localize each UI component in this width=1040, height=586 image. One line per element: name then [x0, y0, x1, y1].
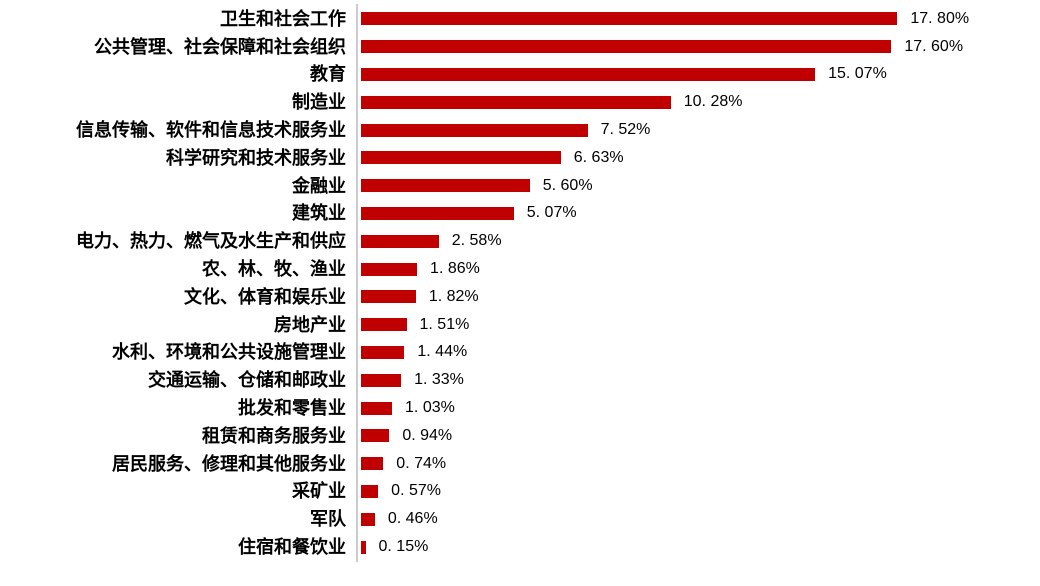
chart-row: 金融业 5. 60% — [0, 172, 1040, 200]
chart-row: 房地产业 1. 51% — [0, 311, 1040, 339]
bar — [361, 40, 892, 54]
value-label: 1. 51% — [419, 315, 470, 333]
category-label: 租赁和商务服务业 — [202, 425, 346, 446]
category-label: 交通运输、仓储和邮政业 — [148, 370, 346, 391]
value-label: 7. 52% — [600, 121, 651, 139]
value-label: 2. 58% — [451, 232, 502, 250]
y-axis-line — [356, 4, 358, 562]
chart-row: 批发和零售业 1. 03% — [0, 394, 1040, 422]
category-label: 居民服务、修理和其他服务业 — [112, 453, 346, 474]
chart-row: 信息传输、软件和信息技术服务业 7. 52% — [0, 116, 1040, 144]
value-label: 0. 94% — [402, 426, 453, 444]
category-label: 教育 — [310, 64, 346, 85]
category-label: 文化、体育和娱乐业 — [184, 286, 346, 307]
bar — [361, 179, 530, 193]
category-label: 信息传输、软件和信息技术服务业 — [76, 120, 346, 141]
chart-row: 电力、热力、燃气及水生产和供应 2. 58% — [0, 227, 1040, 255]
chart-row: 农、林、牧、渔业 1. 86% — [0, 255, 1040, 283]
bar — [361, 512, 375, 526]
category-label: 卫生和社会工作 — [220, 8, 346, 29]
chart-row: 卫生和社会工作 17. 80% — [0, 5, 1040, 33]
value-label: 0. 57% — [391, 482, 441, 500]
category-label: 水利、环境和公共设施管理业 — [112, 342, 346, 363]
chart-rows: 卫生和社会工作 17. 80% 公共管理、社会保障和社会组织 17. 60% 教育 15.… — [0, 5, 1040, 561]
bar — [361, 262, 418, 276]
value-label: 1. 03% — [405, 399, 455, 417]
chart-row: 住宿和餐饮业 0. 15% — [0, 533, 1040, 561]
category-label: 房地产业 — [274, 314, 346, 335]
chart-row: 教育 15. 07% — [0, 61, 1040, 89]
chart-row: 文化、体育和娱乐业 1. 82% — [0, 283, 1040, 311]
category-label: 农、林、牧、渔业 — [202, 259, 346, 280]
category-label: 科学研究和技术服务业 — [166, 147, 346, 168]
value-label: 1. 86% — [430, 260, 480, 278]
category-label: 电力、热力、燃气及水生产和供应 — [76, 231, 346, 252]
value-label: 15. 07% — [828, 65, 887, 83]
bar — [361, 151, 561, 165]
bar — [361, 234, 439, 248]
bar — [361, 373, 402, 387]
chart-row: 水利、环境和公共设施管理业 1. 44% — [0, 339, 1040, 367]
category-label: 军队 — [310, 509, 346, 530]
bar — [361, 123, 588, 137]
bar — [361, 67, 816, 81]
value-label: 1. 44% — [417, 343, 468, 361]
value-label: 5. 60% — [542, 176, 593, 194]
category-label: 建筑业 — [292, 203, 346, 224]
bar — [361, 484, 379, 498]
bar — [361, 318, 407, 332]
value-label: 17. 60% — [904, 37, 964, 55]
chart-row: 建筑业 5. 07% — [0, 200, 1040, 228]
value-label: 1. 82% — [428, 287, 479, 305]
category-label: 制造业 — [292, 92, 346, 113]
chart-row: 军队 0. 46% — [0, 505, 1040, 533]
value-label: 1. 33% — [414, 371, 464, 389]
bar — [361, 95, 671, 109]
category-label: 住宿和餐饮业 — [238, 537, 346, 558]
bar — [361, 345, 405, 359]
bar — [361, 429, 390, 443]
value-label: 0. 46% — [387, 510, 438, 528]
chart-row: 采矿业 0. 57% — [0, 478, 1040, 506]
bar — [361, 206, 514, 220]
value-label: 5. 07% — [526, 204, 577, 222]
bar — [361, 540, 366, 554]
value-label: 0. 74% — [396, 454, 447, 472]
bar — [361, 12, 898, 26]
value-label: 6. 63% — [573, 148, 624, 166]
chart-row: 制造业 10. 28% — [0, 88, 1040, 116]
bar — [361, 457, 384, 471]
bar — [361, 290, 416, 304]
chart-row: 交通运输、仓储和邮政业 1. 33% — [0, 366, 1040, 394]
category-label: 采矿业 — [292, 481, 346, 502]
value-label: 0. 15% — [378, 538, 429, 556]
chart-row: 科学研究和技术服务业 6. 63% — [0, 144, 1040, 172]
value-label: 17. 80% — [910, 9, 970, 27]
value-label: 10. 28% — [683, 93, 743, 111]
chart-row: 租赁和商务服务业 0. 94% — [0, 422, 1040, 450]
category-label: 公共管理、社会保障和社会组织 — [94, 36, 346, 57]
chart-row: 居民服务、修理和其他服务业 0. 74% — [0, 450, 1040, 478]
category-label: 金融业 — [292, 175, 346, 196]
chart-row: 公共管理、社会保障和社会组织 17. 60% — [0, 33, 1040, 61]
bar — [361, 401, 393, 415]
category-label: 批发和零售业 — [238, 398, 346, 419]
